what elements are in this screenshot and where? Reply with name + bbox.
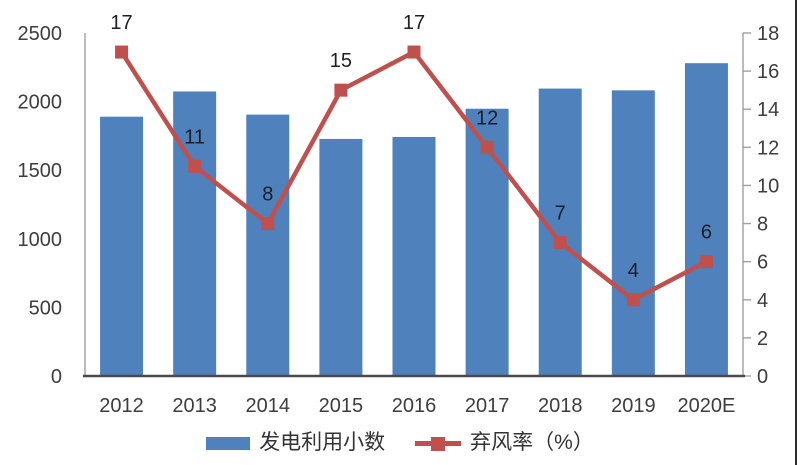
left-axis-tick-label: 500 <box>29 297 62 319</box>
x-axis-label-2012: 2012 <box>99 395 144 417</box>
chart-legend: 发电利用小数 弃风率（%） <box>0 429 800 457</box>
right-axis-tick-label: 18 <box>757 23 779 45</box>
left-axis-tick-label: 0 <box>51 366 62 388</box>
x-axis-label-2017: 2017 <box>465 395 510 417</box>
right-axis-tick-label: 8 <box>757 214 768 236</box>
bar-series-swatch <box>206 436 251 450</box>
line-swatch-marker <box>431 436 446 451</box>
line-marker-2016 <box>407 45 421 59</box>
bar-2015 <box>319 138 363 376</box>
right-axis-tick-label: 4 <box>757 290 768 312</box>
right-axis-tick-label: 10 <box>757 175 779 197</box>
data-label-2017: 12 <box>476 107 498 129</box>
data-label-2014: 8 <box>262 184 273 206</box>
right-axis-tick-label: 6 <box>757 252 768 274</box>
legend-item-line-series: 弃风率（%） <box>415 430 594 456</box>
bar-2019 <box>611 90 655 376</box>
data-label-2018: 7 <box>555 203 566 225</box>
right-axis-tick-label: 0 <box>757 366 768 388</box>
left-axis-tick-label: 2500 <box>18 23 63 45</box>
x-axis-labels: 2012 2013 2014 2015 2016 2017 2018 2019 2020E <box>99 395 735 417</box>
bar-series <box>100 63 728 377</box>
x-axis-label-2020E: 2020E <box>678 395 736 417</box>
x-axis-label-2019: 2019 <box>611 395 656 417</box>
x-axis-label-2014: 2014 <box>246 395 291 417</box>
bar-2018 <box>538 88 582 376</box>
right-axis-ticks: 0 2 4 6 8 10 12 14 16 18 <box>743 23 779 388</box>
line-marker-2017 <box>480 140 494 154</box>
bar-2016 <box>392 136 436 376</box>
line-marker-2020E <box>699 255 713 269</box>
line-marker-2012 <box>115 45 129 59</box>
bar-2014 <box>246 114 290 376</box>
right-axis-tick-label: 16 <box>757 61 779 83</box>
legend-item-bar-series: 发电利用小数 <box>206 430 385 456</box>
bar-2013 <box>173 91 217 376</box>
bar-2012 <box>100 116 144 376</box>
line-series-label: 弃风率（%） <box>470 431 594 454</box>
line-marker-2013 <box>188 159 202 173</box>
bar-series-label: 发电利用小数 <box>259 431 386 454</box>
right-axis-tick-label: 2 <box>757 328 768 350</box>
frame-right-border <box>795 0 797 465</box>
line-marker-2014 <box>261 217 275 231</box>
data-label-2020E: 6 <box>701 222 712 244</box>
data-label-2013: 11 <box>184 126 205 148</box>
line-marker-2018 <box>553 236 567 250</box>
right-axis-tick-label: 12 <box>757 137 779 159</box>
left-axis-tick-label: 2000 <box>18 92 63 114</box>
x-axis-label-2018: 2018 <box>538 395 583 417</box>
line-series-markers <box>115 45 713 307</box>
left-axis-tick-labels: 0 500 1000 1500 2000 2500 <box>18 23 63 388</box>
bar-2020E <box>684 63 728 377</box>
x-axis-label-2013: 2013 <box>172 395 217 417</box>
right-axis-tick-label: 14 <box>757 99 779 121</box>
left-axis-tick-label: 1500 <box>18 160 63 182</box>
line-marker-2015 <box>334 83 348 97</box>
x-axis-label-2015: 2015 <box>319 395 364 417</box>
line-marker-2019 <box>626 293 640 307</box>
data-label-2012: 17 <box>110 12 132 34</box>
line-series-swatch <box>415 436 462 451</box>
data-label-2019: 4 <box>628 260 639 282</box>
x-axis-label-2016: 2016 <box>392 395 437 417</box>
line-series-data-labels: 17 11 8 15 17 12 7 4 6 <box>110 12 712 282</box>
data-label-2016: 17 <box>403 12 425 34</box>
data-label-2015: 15 <box>330 50 352 72</box>
left-axis-tick-label: 1000 <box>18 229 63 251</box>
